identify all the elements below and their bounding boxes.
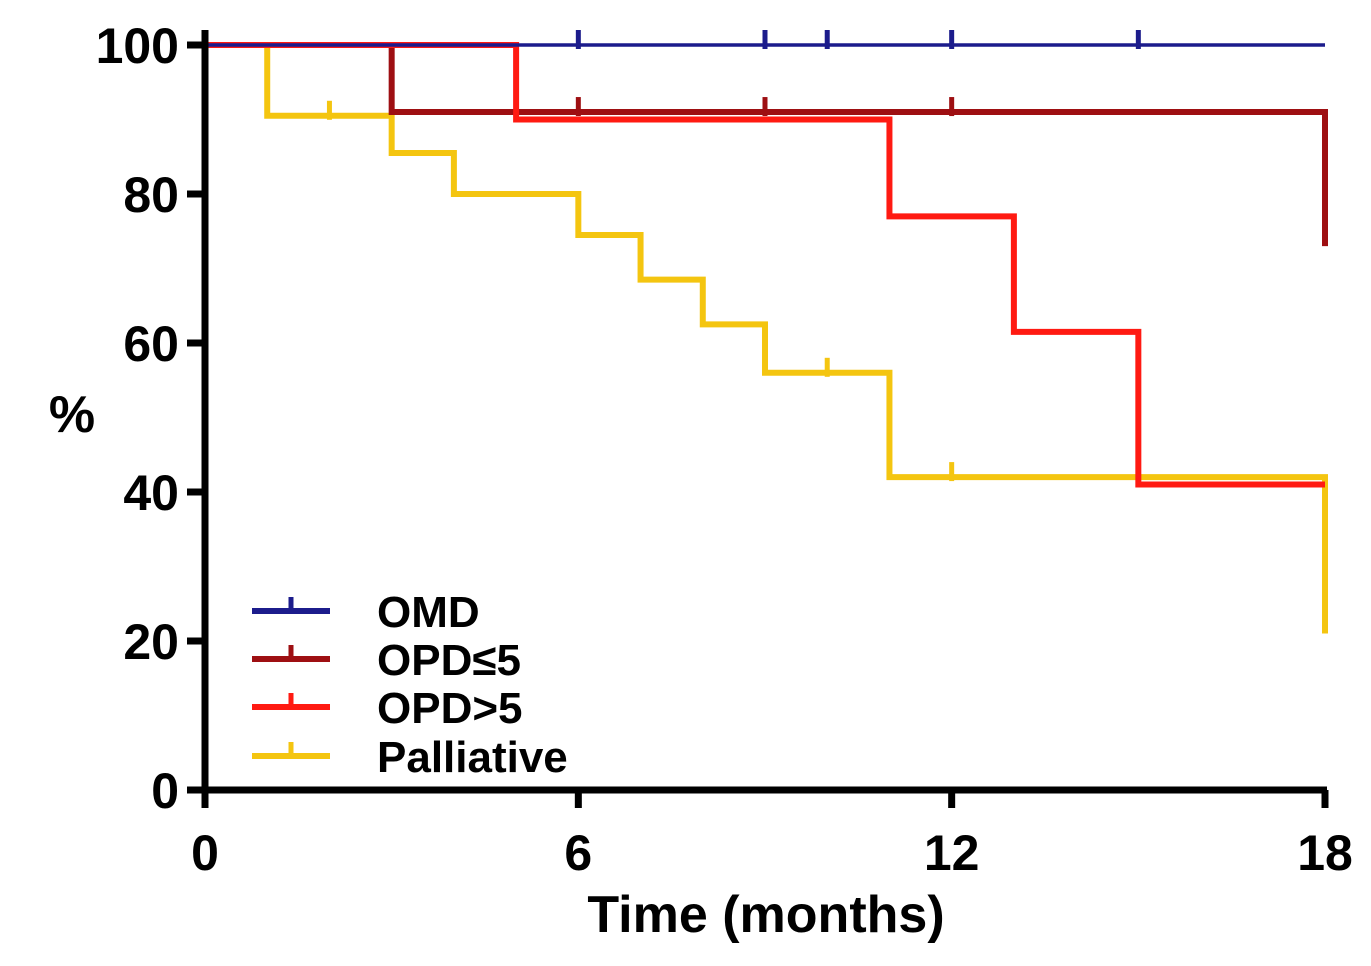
series-line-palliative bbox=[205, 42, 1328, 634]
x-tick-label: 12 bbox=[924, 825, 980, 881]
x-tick-label: 0 bbox=[191, 825, 219, 881]
axes-layer bbox=[201, 30, 1327, 794]
y-tick-label: 60 bbox=[123, 316, 179, 372]
y-tick-label: 80 bbox=[123, 167, 179, 223]
ticks-layer: 0 20 40 60 80 100 0 6 12 18 bbox=[96, 18, 1353, 881]
y-axis-title: % bbox=[49, 386, 95, 444]
legend-label: OPD≤5 bbox=[377, 636, 521, 685]
series-line-opd-5 bbox=[205, 42, 1328, 247]
y-tick-label: 40 bbox=[123, 465, 179, 521]
y-tick-label: 0 bbox=[151, 763, 179, 819]
y-tick-label: 20 bbox=[123, 614, 179, 670]
x-tick-label: 18 bbox=[1297, 825, 1353, 881]
series-layer bbox=[205, 30, 1328, 634]
legend-label: OMD bbox=[377, 588, 480, 637]
legend-label: OPD>5 bbox=[377, 684, 523, 733]
x-tick-label: 6 bbox=[564, 825, 592, 881]
series-line-opd-5 bbox=[205, 42, 1325, 488]
y-tick-label: 100 bbox=[96, 18, 179, 74]
x-axis-title: Time (months) bbox=[587, 886, 944, 944]
legend-label: Palliative bbox=[377, 733, 568, 782]
